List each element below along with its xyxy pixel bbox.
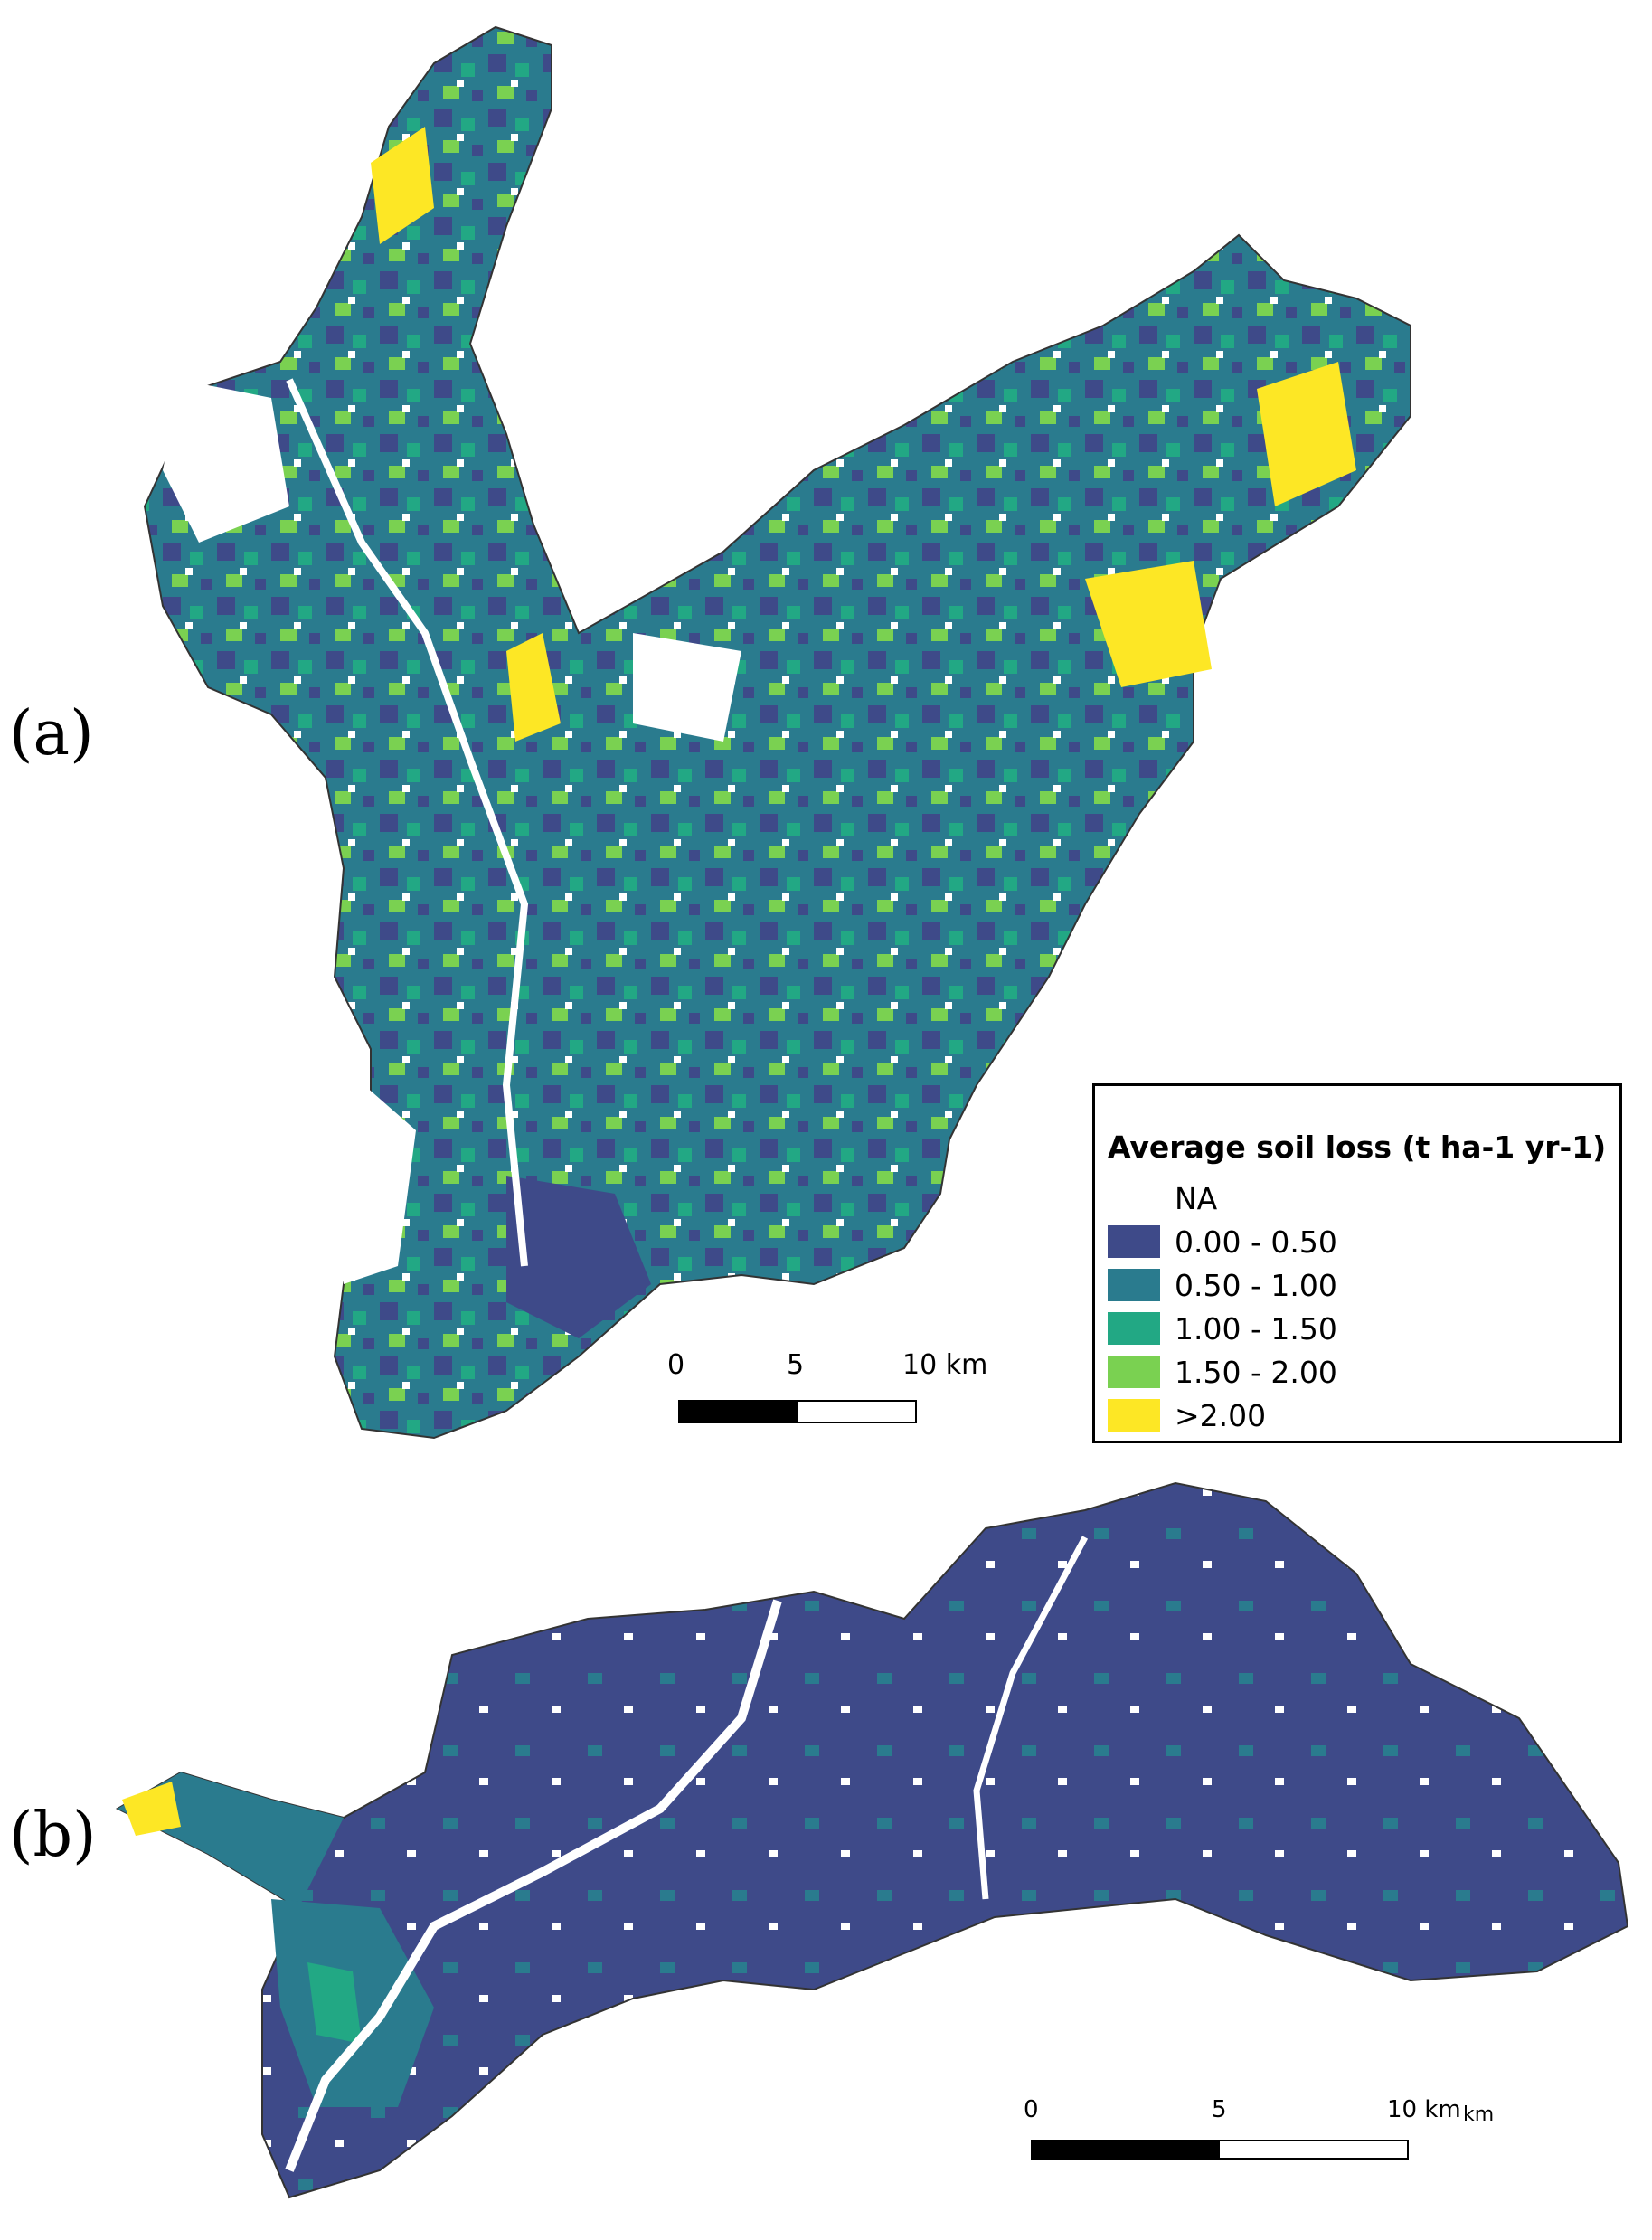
panel-b-label: (b)	[9, 1800, 97, 1871]
legend-swatch	[1108, 1356, 1160, 1388]
panel-b-catchment	[115, 1481, 1629, 2199]
legend-item: NA	[1108, 1180, 1217, 1216]
legend-item: 1.50 - 2.00	[1108, 1354, 1337, 1390]
panel-a-label: (a)	[9, 698, 94, 770]
scale-bar-fill	[678, 1400, 798, 1423]
scale-bar-fill	[1031, 2140, 1220, 2160]
legend-swatch	[1108, 1399, 1160, 1432]
scale-tick-0: 0	[667, 1349, 685, 1381]
legend-swatch	[1108, 1312, 1160, 1345]
legend-item: 1.00 - 1.50	[1108, 1310, 1337, 1347]
legend-label: 0.50 - 1.00	[1175, 1267, 1337, 1303]
legend-swatch	[1108, 1225, 1160, 1258]
legend-label: NA	[1175, 1180, 1218, 1216]
scale-tick-0: 0	[1024, 2096, 1039, 2123]
legend-label: >2.00	[1175, 1397, 1267, 1433]
legend-item: 0.50 - 1.00	[1108, 1267, 1337, 1303]
legend-label: 1.00 - 1.50	[1175, 1310, 1337, 1347]
legend-label: 0.00 - 0.50	[1175, 1224, 1337, 1260]
scale-tick-5: 5	[1212, 2096, 1227, 2123]
scale-tick-10: 10 km	[902, 1349, 988, 1381]
legend: Average soil loss (t ha-1 yr-1) NA 0.00 …	[1092, 1083, 1622, 1443]
scale-tick-5: 5	[787, 1349, 805, 1381]
legend-item: 0.00 - 0.50	[1108, 1224, 1337, 1260]
scale-tick-10: 10 km	[1387, 2096, 1461, 2123]
legend-swatch-na	[1108, 1182, 1160, 1215]
legend-item: >2.00	[1108, 1397, 1266, 1433]
legend-label: 1.50 - 2.00	[1175, 1354, 1337, 1390]
scale-unit: km	[1463, 2103, 1495, 2126]
legend-title: Average soil loss (t ha-1 yr-1)	[1108, 1129, 1607, 1165]
panel-a-catchment	[143, 25, 1411, 1440]
legend-swatch	[1108, 1269, 1160, 1301]
